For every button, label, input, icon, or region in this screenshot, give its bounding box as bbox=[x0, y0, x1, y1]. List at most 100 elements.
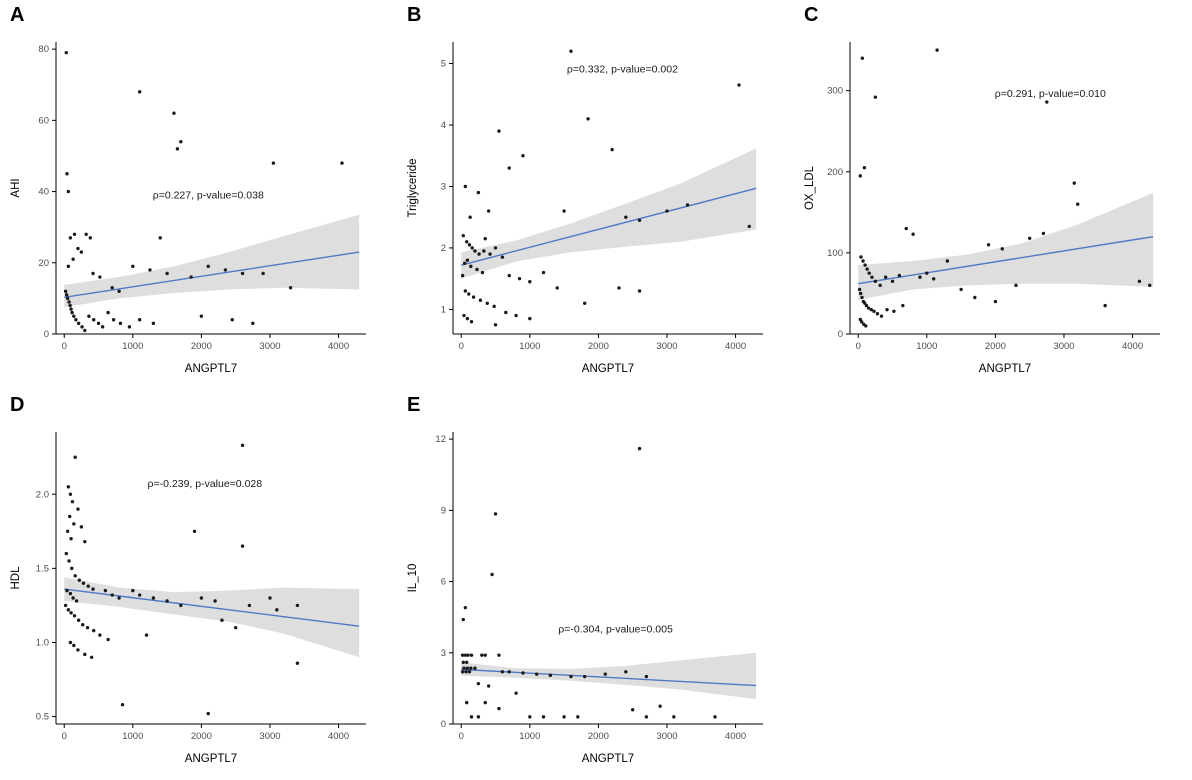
data-point bbox=[76, 246, 80, 251]
data-point bbox=[514, 313, 518, 318]
data-point bbox=[96, 321, 101, 326]
scatter-plot-a: 0 1000 2000 3000 4000 0 20 40 60 80 ANGPTL7 AHI ρ=0.… bbox=[10, 42, 366, 375]
data-point bbox=[497, 706, 501, 711]
data-point bbox=[463, 605, 468, 610]
data-point bbox=[569, 49, 573, 53]
data-point bbox=[165, 271, 169, 276]
data-point bbox=[69, 537, 73, 541]
data-point bbox=[206, 711, 210, 716]
data-point bbox=[66, 485, 71, 489]
data-point bbox=[864, 303, 869, 308]
data-point bbox=[84, 232, 88, 236]
data-point bbox=[931, 277, 936, 281]
data-point bbox=[91, 587, 95, 591]
data-point bbox=[148, 268, 152, 272]
data-point bbox=[862, 166, 867, 170]
data-point bbox=[548, 673, 553, 678]
data-point bbox=[98, 275, 102, 279]
data-point bbox=[65, 529, 70, 534]
data-point bbox=[72, 643, 76, 648]
data-point bbox=[65, 172, 69, 176]
data-point bbox=[74, 599, 79, 603]
data-point bbox=[870, 275, 874, 279]
data-point bbox=[69, 611, 73, 615]
data-point bbox=[295, 661, 300, 665]
data-point bbox=[878, 283, 882, 288]
data-point bbox=[514, 691, 518, 695]
data-point bbox=[461, 660, 465, 664]
data-point bbox=[206, 264, 210, 269]
data-point bbox=[465, 700, 469, 705]
data-point bbox=[465, 660, 469, 664]
data-point bbox=[497, 653, 501, 657]
data-point bbox=[658, 704, 662, 708]
data-point bbox=[467, 243, 472, 247]
data-point bbox=[897, 273, 902, 278]
data-point bbox=[240, 544, 245, 548]
x-tick-label: 3000 bbox=[259, 731, 280, 742]
y-tick-label: 60 bbox=[38, 115, 49, 126]
x-tick-label: 0 bbox=[856, 341, 861, 352]
data-point bbox=[76, 618, 81, 622]
data-point bbox=[713, 715, 717, 719]
data-point bbox=[69, 307, 73, 311]
data-point bbox=[476, 681, 481, 686]
x-tick-label: 3000 bbox=[656, 341, 677, 352]
scatter-plot-d: 0 1000 2000 3000 4000 0.5 1.0 1.5 2.0 ANGPTL7 HDL ρ… bbox=[10, 432, 366, 765]
data-point bbox=[883, 275, 888, 279]
data-point bbox=[1148, 283, 1152, 288]
data-point bbox=[1041, 231, 1046, 236]
data-point bbox=[471, 295, 476, 299]
data-point bbox=[76, 507, 80, 511]
data-point bbox=[468, 215, 472, 219]
data-point bbox=[562, 209, 566, 213]
y-tick-label: 2.0 bbox=[36, 489, 49, 500]
data-point bbox=[86, 584, 90, 588]
data-point bbox=[268, 596, 272, 600]
data-point bbox=[460, 653, 465, 657]
data-point bbox=[488, 252, 492, 256]
data-point bbox=[469, 666, 473, 670]
data-point bbox=[103, 588, 108, 593]
x-axis-title: ANGPTL7 bbox=[582, 363, 634, 375]
x-tick-label: 2000 bbox=[191, 341, 212, 352]
data-point bbox=[65, 296, 70, 301]
data-point bbox=[66, 189, 71, 194]
data-point bbox=[80, 325, 84, 329]
data-point bbox=[175, 147, 180, 151]
data-point bbox=[637, 446, 642, 451]
data-point bbox=[911, 232, 915, 236]
correlation-annotation: ρ=0.291, p-value=0.010 bbox=[995, 88, 1106, 100]
data-point bbox=[68, 591, 73, 596]
data-point bbox=[490, 572, 494, 577]
y-tick-label: 200 bbox=[827, 167, 843, 178]
x-axis-title: ANGPTL7 bbox=[979, 363, 1031, 375]
data-point bbox=[555, 286, 559, 290]
confidence-band bbox=[64, 214, 360, 308]
data-point bbox=[475, 267, 479, 272]
data-point bbox=[482, 249, 486, 253]
data-point bbox=[528, 316, 532, 321]
data-point bbox=[67, 300, 71, 304]
data-point bbox=[473, 249, 477, 253]
y-tick-label: 6 bbox=[441, 577, 446, 588]
data-point bbox=[869, 307, 873, 312]
data-point bbox=[480, 653, 484, 657]
data-point bbox=[220, 618, 224, 622]
data-point bbox=[861, 259, 865, 263]
y-tick-label: 100 bbox=[827, 248, 843, 259]
x-tick-label: 4000 bbox=[1122, 341, 1143, 352]
data-point bbox=[528, 280, 532, 284]
data-point bbox=[67, 559, 71, 563]
confidence-band bbox=[461, 148, 757, 279]
y-tick-label: 1.0 bbox=[36, 637, 49, 648]
x-axis-title: ANGPTL7 bbox=[185, 753, 237, 765]
data-point bbox=[463, 184, 468, 189]
x-tick-label: 1000 bbox=[122, 341, 143, 352]
data-point bbox=[68, 640, 73, 645]
data-point bbox=[672, 715, 676, 719]
data-point bbox=[72, 232, 77, 236]
data-point bbox=[477, 252, 481, 256]
data-point bbox=[500, 255, 505, 259]
data-point bbox=[81, 581, 86, 585]
